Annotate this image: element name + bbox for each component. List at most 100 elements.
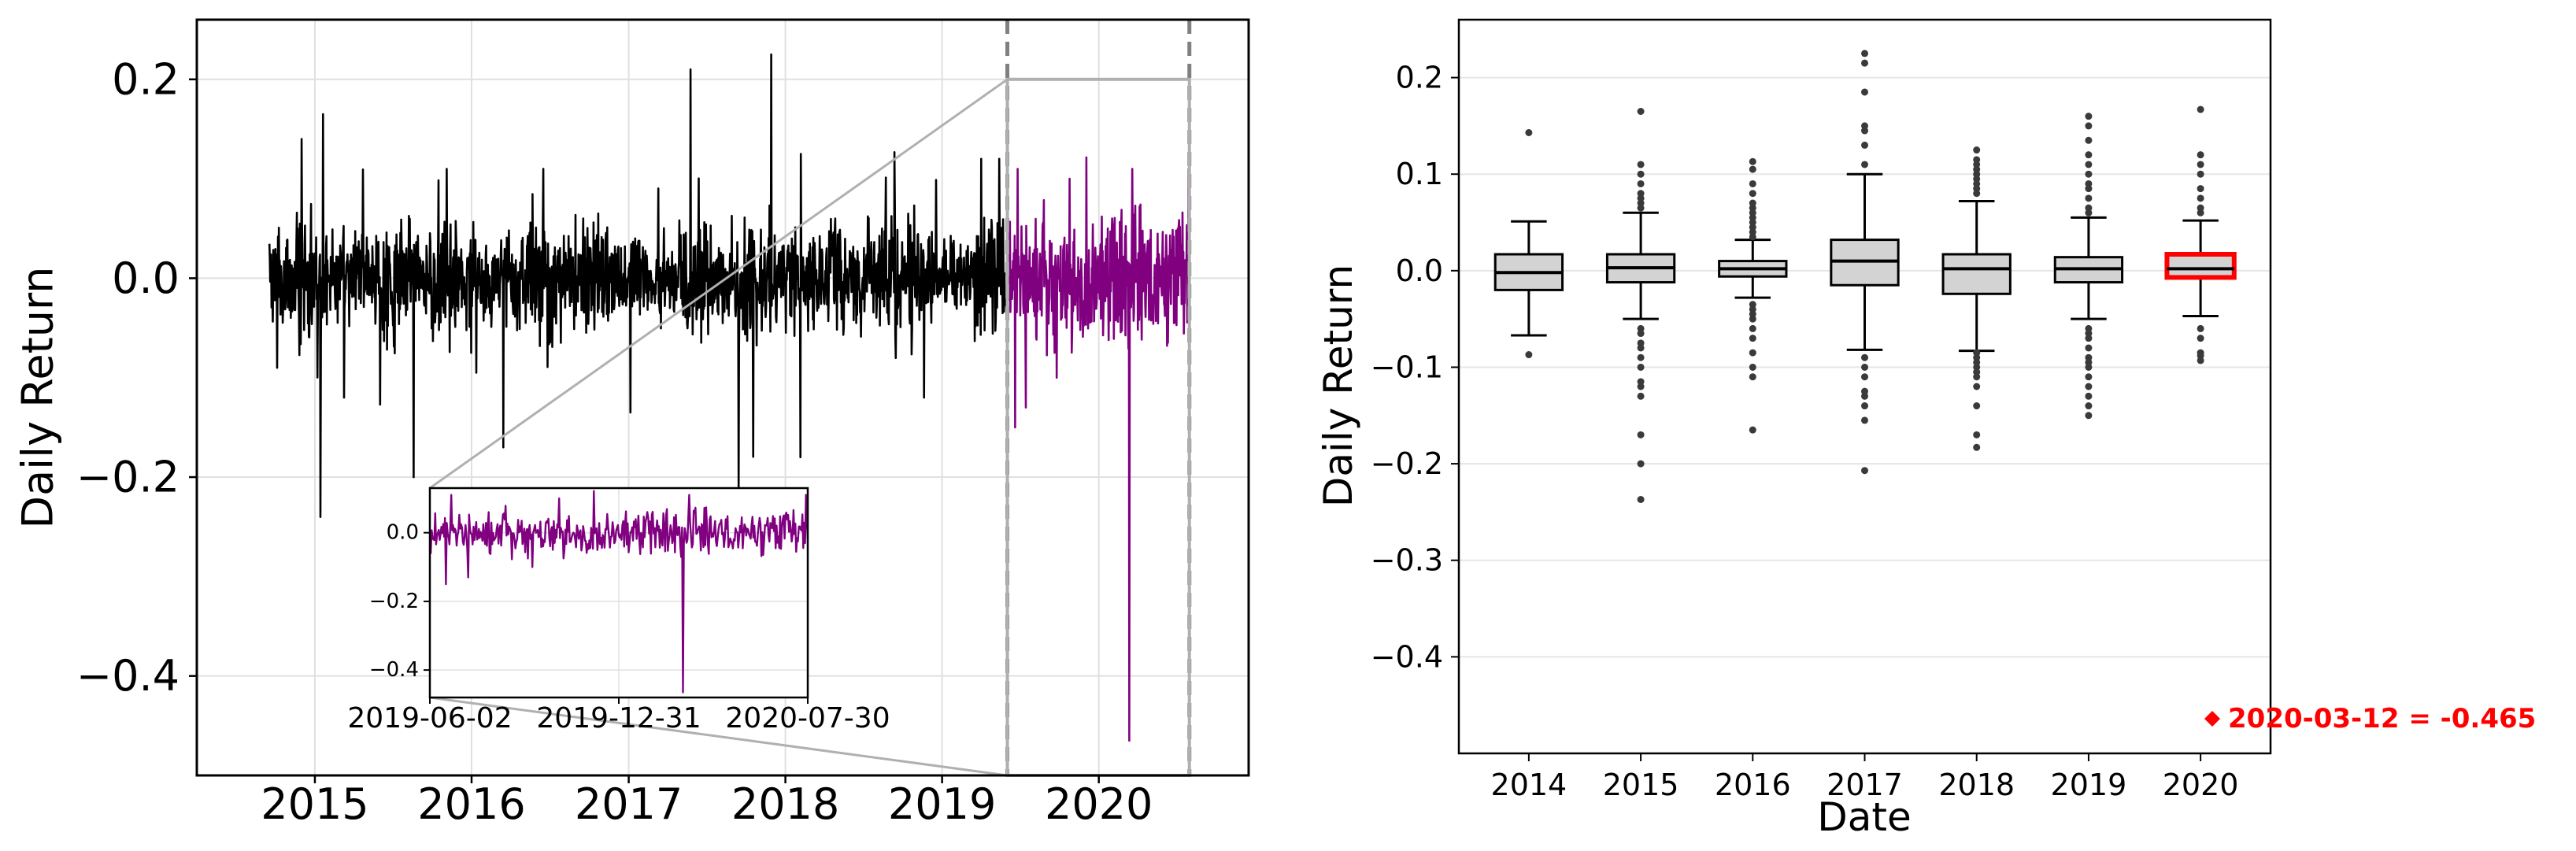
box-outlier	[1861, 127, 1868, 135]
box-outlier	[1973, 373, 1981, 381]
left-x-tick-label: 2017	[575, 779, 683, 829]
box-2014	[1493, 128, 1564, 359]
box-outlier	[2085, 113, 2093, 120]
right-y-axis-label: Daily Return	[1316, 265, 1361, 507]
box-outlier	[1749, 335, 1756, 342]
box-outlier	[1637, 344, 1645, 352]
right-x-tick-label: 2020	[2163, 768, 2239, 802]
right-x-tick-label: 2017	[1827, 768, 1903, 802]
inset-panel: 2019-06-02 2019-12-31 2020-07-30 −0.4 −0.2 0.…	[347, 487, 890, 734]
box-outlier	[2197, 151, 2204, 159]
inset-y-tick-label: 0.0	[387, 521, 419, 545]
box-outlier	[2085, 122, 2093, 130]
inset-x-tick-label: 2020-07-30	[725, 702, 890, 734]
box-outlier	[2197, 324, 2204, 332]
right-x-tick-label: 2016	[1715, 768, 1791, 802]
box-outlier	[1973, 383, 1981, 390]
right-y-tick-label: −0.3	[1371, 543, 1443, 578]
box-outlier	[1637, 431, 1645, 438]
box-outlier	[1861, 373, 1868, 381]
box-outlier	[1861, 50, 1868, 57]
box-outlier	[1973, 190, 1981, 198]
box-outlier	[1861, 161, 1868, 168]
right-x-axis-label: Date	[1817, 794, 1912, 840]
box-outlier	[2085, 412, 2093, 420]
box-outlier	[1637, 383, 1645, 390]
left-y-tick-label: −0.4	[76, 651, 180, 701]
right-x-tick-label: 2019	[2051, 768, 2127, 802]
right-y-tick-label: 0.0	[1396, 253, 1443, 288]
series-line-pre-2019	[268, 53, 1009, 518]
box-outlier	[1749, 190, 1756, 198]
inset-series	[428, 490, 809, 694]
box-outlier	[2085, 170, 2093, 178]
box-outlier	[1637, 363, 1645, 371]
box-2017	[1830, 50, 1900, 475]
box-2020	[2164, 105, 2237, 364]
right-y-tick-label: −0.4	[1371, 639, 1443, 674]
box-outlier	[2085, 194, 2093, 202]
box-outlier	[1861, 141, 1868, 149]
box-outlier	[1973, 146, 1981, 154]
box-outlier	[1973, 402, 1981, 410]
box-outlier	[1749, 157, 1756, 165]
box-outlier	[2085, 209, 2093, 216]
box-outlier	[1749, 179, 1756, 187]
box-outlier	[1637, 179, 1645, 187]
left-plot-frame	[195, 18, 1250, 777]
left-x-tick-label: 2019	[888, 779, 996, 829]
right-y-tick-label: 0.2	[1396, 61, 1443, 95]
box-outlier	[1861, 353, 1868, 361]
left-series	[268, 53, 1190, 742]
box-outlier	[1973, 431, 1981, 438]
box-outlier	[2085, 344, 2093, 352]
box-outlier	[1861, 392, 1868, 400]
series-line-highlighted	[1006, 156, 1190, 742]
box-outlier	[2085, 151, 2093, 159]
box-outlier	[2085, 402, 2093, 410]
box-iqr	[1941, 253, 2012, 295]
box-outlier	[1525, 351, 1533, 359]
box-outlier	[1637, 392, 1645, 400]
box-outlier	[2197, 209, 2204, 216]
box-outlier	[1749, 165, 1756, 173]
annotation-diamond-marker	[2204, 711, 2220, 727]
box-outlier	[2085, 161, 2093, 168]
box-outlier	[2085, 335, 2093, 342]
right-boxes	[1493, 50, 2237, 503]
zoom-connector-bottom	[429, 696, 1008, 777]
box-outlier	[1637, 108, 1645, 115]
box-outlier	[2197, 357, 2204, 364]
box-outlier	[2197, 335, 2204, 342]
box-outlier	[1749, 315, 1756, 323]
right-x-tick-label: 2015	[1603, 768, 1679, 802]
box-iqr-highlighted	[2164, 251, 2237, 280]
box-2016	[1718, 157, 1788, 434]
left-y-tick-label: 0.2	[112, 54, 180, 104]
box-outlier	[2085, 373, 2093, 381]
left-x-tick-label: 2018	[731, 779, 839, 829]
left-y-axis-label: Daily Return	[13, 267, 63, 529]
box-outlier	[2197, 185, 2204, 193]
zoom-connector-top	[429, 78, 1009, 490]
box-outlier	[2197, 194, 2204, 202]
min-return-annotation: 2020-03-12 = -0.465	[2204, 703, 2536, 734]
box-outlier	[1861, 88, 1868, 96]
left-y-tick-label: −0.2	[76, 453, 180, 502]
left-ticks: 2015 2016 2017 2018 2019 2020 −0.4 −0.2 0.0 0.2	[76, 54, 1153, 829]
right-x-tick-label: 2014	[1491, 768, 1567, 802]
box-outlier	[1637, 495, 1645, 503]
box-outlier	[1637, 353, 1645, 361]
box-2015	[1605, 108, 1676, 503]
box-outlier	[1637, 330, 1645, 338]
box-outlier	[2197, 105, 2204, 113]
left-panel-time-series: 2015 2016 2017 2018 2019 2020 −0.4 −0.2 0.0 0.2 D…	[13, 18, 1250, 829]
box-outlier	[1973, 443, 1981, 451]
right-ticks: −0.4 −0.3 −0.2 −0.1 0.0 0.1 0.2 2014 2015 2016 201…	[1371, 61, 2239, 802]
right-panel-box-plot: −0.4 −0.3 −0.2 −0.1 0.0 0.1 0.2 2014 2015 2016 201…	[1316, 18, 2536, 840]
box-outlier	[2085, 392, 2093, 400]
left-x-tick-label: 2020	[1045, 779, 1153, 829]
box-outlier	[2197, 161, 2204, 168]
inset-y-tick-label: −0.4	[369, 658, 419, 682]
